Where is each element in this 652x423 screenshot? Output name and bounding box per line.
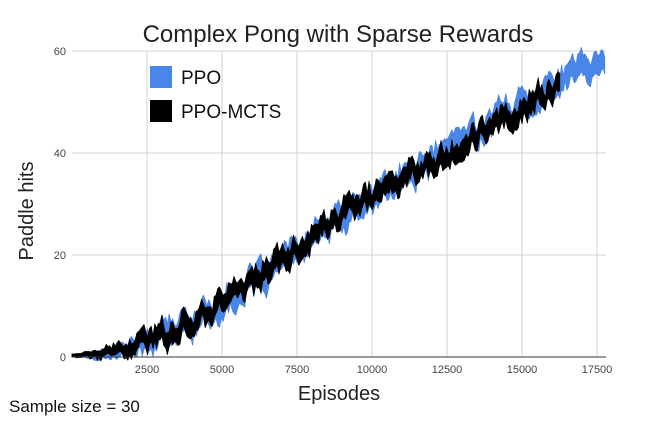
x-axis-label: Episodes (298, 383, 380, 405)
legend-label-ppo-mcts: PPO-MCTS (181, 102, 281, 123)
sample-size-note: Sample size = 30 (9, 397, 140, 416)
series-band-ppo (71, 47, 606, 362)
y-tick-label: 60 (54, 46, 66, 58)
x-tick-label: 12500 (432, 364, 463, 376)
legend: PPO PPO-MCTS (150, 66, 281, 123)
x-tick-label: 15000 (507, 364, 538, 376)
chart-title: Complex Pong with Sparse Rewards (143, 21, 534, 48)
x-tick-label: 2500 (135, 364, 159, 376)
x-tick-label: 5000 (210, 364, 234, 376)
tick-labels: 2500 5000 7500 10000 12500 15000 17500 0 20 40 60 (54, 46, 613, 376)
x-tick-label: 17500 (582, 364, 613, 376)
series-bands (71, 47, 606, 362)
series-band-ppo-mcts (71, 71, 561, 362)
legend-label-ppo: PPO (181, 68, 221, 89)
x-tick-label: 7500 (285, 364, 309, 376)
x-tick-label: 10000 (357, 364, 388, 376)
y-tick-label: 20 (54, 250, 66, 262)
y-axis-label: Paddle hits (16, 162, 38, 261)
y-tick-label: 0 (60, 352, 66, 364)
legend-swatch-ppo-mcts (150, 100, 172, 122)
legend-swatch-ppo (150, 66, 172, 88)
y-tick-label: 40 (54, 148, 66, 160)
